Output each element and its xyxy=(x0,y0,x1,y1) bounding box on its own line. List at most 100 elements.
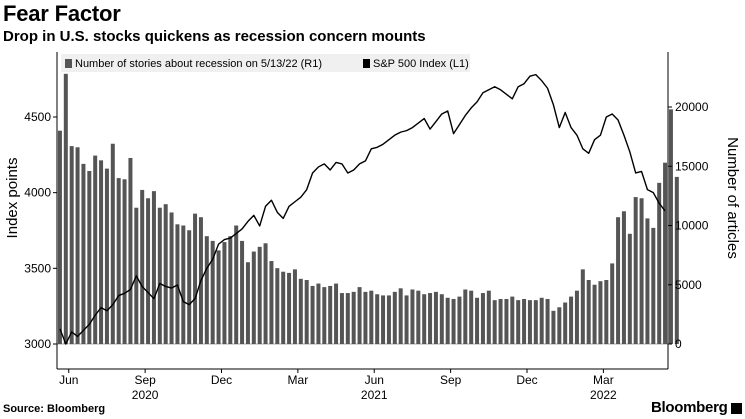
recession-stories-bar xyxy=(621,211,626,344)
recession-stories-bar xyxy=(610,263,615,344)
recession-stories-bar xyxy=(240,240,245,344)
recession-stories-bar xyxy=(469,290,474,344)
recession-stories-bar xyxy=(398,288,403,344)
recession-stories-bar xyxy=(639,198,644,344)
recession-stories-bar xyxy=(386,295,391,344)
recession-stories-bar xyxy=(498,298,503,344)
recession-stories-bar xyxy=(445,297,450,344)
recession-stories-bar xyxy=(116,178,121,344)
sp500-line xyxy=(59,73,666,345)
recession-stories-bar xyxy=(522,298,527,344)
x-year-label: 2020 xyxy=(132,388,159,402)
recession-stories-bar xyxy=(169,212,174,344)
recession-stories-bar xyxy=(175,224,180,344)
recession-stories-bar xyxy=(375,294,380,344)
recession-stories-bar xyxy=(557,307,562,344)
recession-stories-bar xyxy=(339,293,344,344)
recession-stories-bar xyxy=(580,269,585,344)
recession-stories-bar xyxy=(657,182,662,344)
recession-stories-bar xyxy=(157,207,162,344)
right-tick-label: 10000 xyxy=(675,219,709,233)
chart-subtitle: Drop in U.S. stocks quickens as recessio… xyxy=(3,28,426,45)
recession-stories-bar xyxy=(539,297,544,344)
x-month-label: Sep xyxy=(440,373,462,387)
recession-stories-bar xyxy=(428,293,433,344)
recession-stories-bar xyxy=(381,295,386,344)
recession-stories-bar xyxy=(663,162,668,344)
x-month-label: Jun xyxy=(365,373,384,387)
recession-stories-bar xyxy=(674,176,679,344)
bloomberg-logo: Bloomberg xyxy=(651,399,728,416)
left-tick-label: 3000 xyxy=(24,337,51,351)
legend-bar-marker xyxy=(65,59,72,68)
recession-stories-bar xyxy=(228,236,233,344)
bar-series xyxy=(57,73,679,345)
recession-stories-bar xyxy=(357,287,362,344)
chart-title: Fear Factor xyxy=(3,1,121,26)
recession-stories-bar xyxy=(527,300,532,344)
recession-stories-bar xyxy=(668,109,673,345)
recession-stories-bar xyxy=(475,297,480,344)
recession-stories-bar xyxy=(392,291,397,344)
recession-stories-bar xyxy=(128,157,133,344)
recession-stories-bar xyxy=(163,204,168,344)
recession-stories-bar xyxy=(551,310,556,344)
recession-stories-bar xyxy=(222,242,227,344)
x-month-label: Mar xyxy=(288,373,309,387)
recession-stories-bar xyxy=(63,73,68,344)
recession-stories-bar xyxy=(275,268,280,344)
recession-stories-bar xyxy=(545,298,550,344)
recession-stories-bar xyxy=(281,271,286,344)
recession-stories-bar xyxy=(110,143,115,344)
right-tick-label: 20000 xyxy=(675,100,709,114)
x-axis-ticks: Jun Sep Dec Mar Jun Sep Dec Mar 2020 2021 2022 xyxy=(59,369,617,402)
recession-stories-bar xyxy=(269,261,274,344)
recession-stories-bar xyxy=(592,284,597,344)
recession-stories-bar xyxy=(122,179,127,344)
x-month-label: Jun xyxy=(59,373,78,387)
left-tick-label: 4500 xyxy=(24,110,51,124)
recession-stories-bar xyxy=(627,233,632,344)
legend: Number of stories about recession on 5/1… xyxy=(61,54,470,72)
recession-stories-bar xyxy=(251,251,256,344)
recession-stories-bar xyxy=(193,213,198,344)
x-month-label: Mar xyxy=(593,373,614,387)
recession-stories-bar xyxy=(598,281,603,344)
recession-stories-bar xyxy=(410,289,415,344)
recession-stories-bar xyxy=(69,146,74,344)
x-year-label: 2022 xyxy=(590,388,617,402)
legend-bar-label: Number of stories about recession on 5/1… xyxy=(75,58,322,70)
recession-stories-bar xyxy=(298,278,303,344)
recession-stories-bar xyxy=(140,189,145,344)
recession-stories-bar xyxy=(234,225,239,344)
recession-stories-bar xyxy=(645,218,650,344)
recession-stories-bar xyxy=(569,296,574,344)
recession-stories-bar xyxy=(81,163,86,344)
recession-stories-bar xyxy=(616,217,621,344)
recession-stories-bar xyxy=(216,250,221,344)
recession-stories-bar xyxy=(492,300,497,344)
recession-stories-bar xyxy=(651,227,656,344)
recession-stories-bar xyxy=(263,243,268,344)
recession-stories-bar xyxy=(328,285,333,344)
recession-stories-bar xyxy=(310,285,315,344)
x-month-label: Dec xyxy=(516,373,537,387)
recession-stories-bar xyxy=(563,302,568,344)
recession-stories-bar xyxy=(210,240,215,344)
recession-stories-bar xyxy=(516,300,521,344)
recession-stories-bar xyxy=(351,291,356,344)
recession-stories-bar xyxy=(604,280,609,344)
recession-stories-bar xyxy=(633,197,638,344)
recession-stories-bar xyxy=(439,294,444,344)
recession-stories-bar xyxy=(345,293,350,344)
left-axis-label: Index points xyxy=(4,158,21,239)
left-axis-ticks: 3000 3500 4000 4500 xyxy=(24,110,57,351)
month-gridlines xyxy=(68,52,604,369)
recession-stories-bar xyxy=(504,298,509,344)
right-tick-label: 15000 xyxy=(675,159,709,173)
recession-stories-bar xyxy=(316,283,321,344)
recession-stories-bar xyxy=(104,168,109,344)
x-month-label: Dec xyxy=(211,373,232,387)
recession-stories-bar xyxy=(363,291,368,344)
